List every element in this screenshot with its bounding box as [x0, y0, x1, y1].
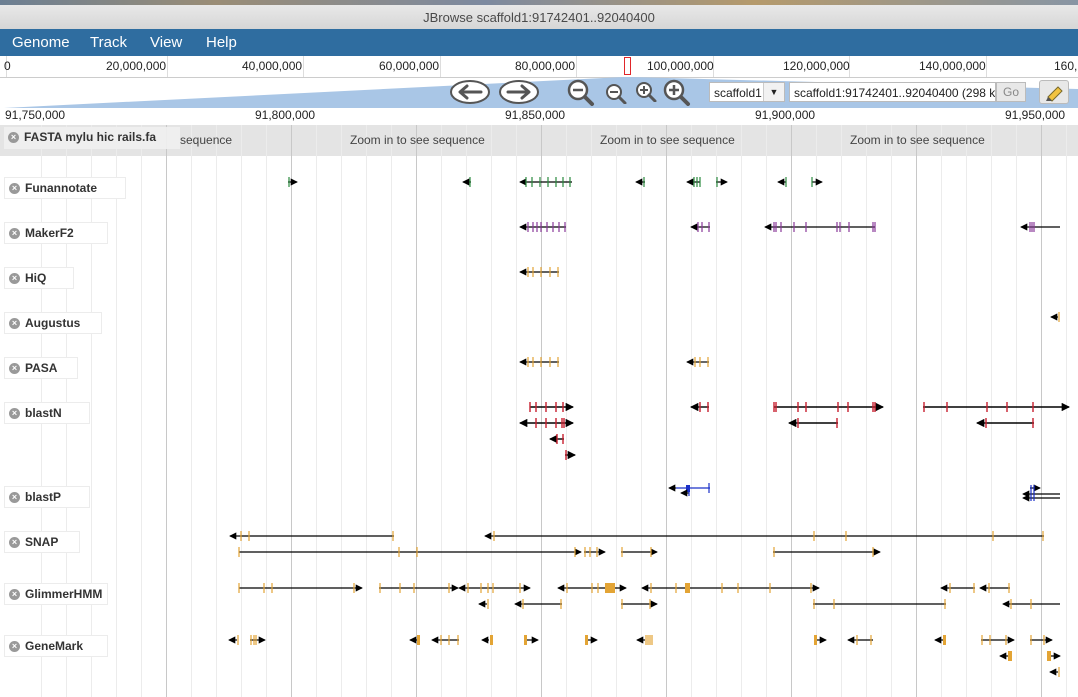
track-name: GlimmerHMM [25, 587, 103, 601]
zoom-hint: Zoom in to see sequence [600, 133, 735, 147]
ruler-label: 91,850,000 [505, 108, 566, 122]
genemark-features[interactable] [228, 635, 1061, 677]
menu-genome[interactable]: Genome [12, 34, 70, 51]
track-label-blastn[interactable]: × blastN [4, 402, 90, 424]
makerf2-features[interactable] [519, 222, 1060, 232]
zoom-hint: sequence [180, 133, 233, 147]
overview-label: 80,000,000 [515, 59, 576, 73]
overview-label: 100,000,000 [647, 59, 714, 73]
overview-label: 160, [1054, 59, 1078, 73]
pasa-features[interactable] [519, 357, 709, 367]
close-icon[interactable]: × [9, 318, 20, 329]
ruler-label: 91,750,000 [5, 108, 66, 122]
track-label-fasta[interactable]: × FASTA mylu hic rails.fa [4, 127, 180, 149]
overview-ruler[interactable]: 0 20,000,000 40,000,000 60,000,000 80,00… [0, 56, 1078, 78]
track-label-hiq[interactable]: × HiQ [4, 267, 74, 289]
close-icon[interactable]: × [9, 183, 20, 194]
track-name: GeneMark [25, 639, 84, 653]
feature-glyphs[interactable] [0, 125, 1078, 697]
chevron-down-icon: ▼ [763, 83, 784, 101]
close-icon[interactable]: × [9, 273, 20, 284]
overview-location-marker[interactable] [624, 57, 631, 75]
overview-tick [713, 56, 714, 77]
track-name: Augustus [25, 316, 81, 330]
window-title: JBrowse scaffold1:91742401..92040400 [423, 10, 655, 25]
zoom-in-small-icon[interactable] [634, 80, 658, 102]
ruler-label: 91,900,000 [755, 108, 816, 122]
overview-label: 140,000,000 [919, 59, 986, 73]
track-name: Funannotate [25, 181, 97, 195]
ruler-label: 91,950,000 [1005, 108, 1066, 122]
detail-ruler: 91,750,000 91,800,000 91,850,000 91,900,… [0, 108, 1078, 126]
close-icon[interactable]: × [9, 408, 20, 419]
track-name: HiQ [25, 271, 47, 285]
zoom-in-big-icon[interactable] [662, 78, 692, 106]
track-label-augustus[interactable]: × Augustus [4, 312, 102, 334]
zoom-out-small-icon[interactable] [604, 82, 628, 104]
highlight-button[interactable] [1039, 80, 1069, 104]
close-icon[interactable]: × [8, 132, 19, 143]
overview-label: 60,000,000 [379, 59, 440, 73]
overview-tick [6, 56, 7, 77]
window-titlebar: JBrowse scaffold1:91742401..92040400 [0, 0, 1078, 30]
overview-tick [849, 56, 850, 77]
pan-right-button[interactable] [498, 79, 540, 105]
close-icon[interactable]: × [9, 228, 20, 239]
desktop-background-strip [0, 0, 1078, 5]
overview-label: 0 [4, 59, 11, 73]
highlighter-icon [1046, 86, 1063, 102]
overview-tick [986, 56, 987, 77]
augustus-features[interactable] [1050, 312, 1060, 322]
track-label-blastp[interactable]: × blastP [4, 486, 90, 508]
refseq-value: scaffold1 [714, 86, 762, 100]
overview-tick [303, 56, 304, 77]
track-label-snap[interactable]: × SNAP [4, 531, 80, 553]
menu-track[interactable]: Track [90, 34, 127, 51]
close-icon[interactable]: × [9, 589, 20, 600]
overview-label: 120,000,000 [783, 59, 850, 73]
hiq-features[interactable] [519, 267, 559, 277]
overview-tick [576, 56, 577, 77]
track-label-glimmerhmm[interactable]: × GlimmerHMM [4, 583, 108, 605]
glimmerhmm-features[interactable] [238, 583, 1060, 609]
track-label-funannotate[interactable]: × Funannotate [4, 177, 126, 199]
overview-tick [167, 56, 168, 77]
track-label-genemark[interactable]: × GeneMark [4, 635, 108, 657]
blastn-features[interactable] [518, 402, 1071, 460]
track-name: blastN [25, 406, 62, 420]
menubar: Genome Track View Help [0, 29, 1078, 56]
pan-left-button[interactable] [449, 79, 491, 105]
zoom-out-big-icon[interactable] [566, 78, 596, 106]
menu-help[interactable]: Help [206, 34, 237, 51]
go-button[interactable]: Go [996, 82, 1026, 102]
track-label-makerf2[interactable]: × MakerF2 [4, 222, 108, 244]
track-name: SNAP [25, 535, 59, 549]
track-name: PASA [25, 361, 58, 375]
track-name: MakerF2 [25, 226, 74, 240]
funannotate-features[interactable] [288, 177, 823, 187]
menu-view[interactable]: View [150, 34, 183, 51]
overview-label: 20,000,000 [106, 59, 167, 73]
close-icon[interactable]: × [9, 492, 20, 503]
refseq-select[interactable]: scaffold1 ▼ [709, 82, 785, 102]
zoom-hint: Zoom in to see sequence [350, 133, 485, 147]
track-name: FASTA mylu hic rails.fa [24, 130, 157, 144]
snap-features[interactable] [229, 531, 1044, 557]
close-icon[interactable]: × [9, 641, 20, 652]
overview-tick [440, 56, 441, 77]
overview-label: 40,000,000 [242, 59, 303, 73]
track-label-pasa[interactable]: × PASA [4, 357, 78, 379]
blastp-features[interactable] [668, 483, 1060, 502]
location-input[interactable]: scaffold1:91742401..92040400 (298 k [789, 82, 996, 102]
zoom-hint: Zoom in to see sequence [850, 133, 985, 147]
track-name: blastP [25, 490, 62, 504]
ruler-label: 91,800,000 [255, 108, 316, 122]
close-icon[interactable]: × [9, 363, 20, 374]
close-icon[interactable]: × [9, 537, 20, 548]
